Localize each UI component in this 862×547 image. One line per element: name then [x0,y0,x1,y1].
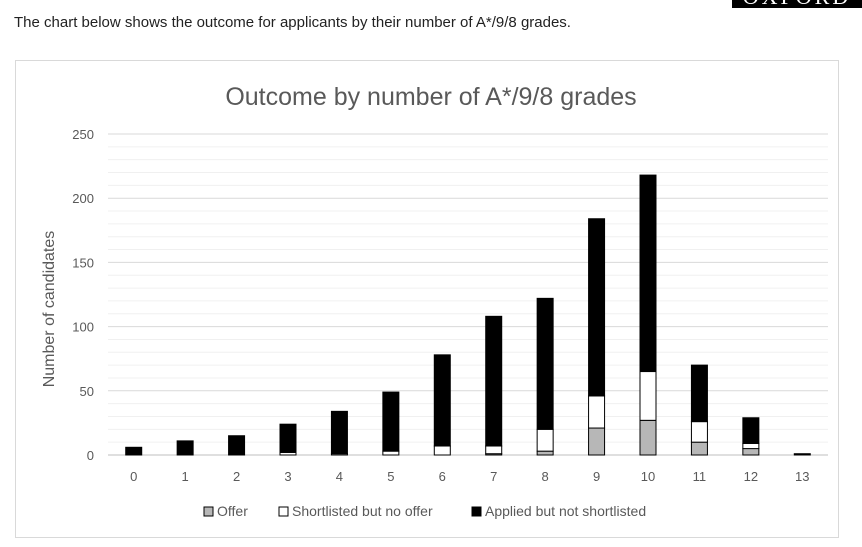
chart-title: Outcome by number of A*/9/8 grades [225,83,636,111]
y-tick-label: 100 [72,320,94,335]
oxford-logo: OXFORD [732,0,862,8]
y-tick-label: 50 [80,384,94,399]
x-tick-label: 4 [336,469,343,484]
intro-text: The chart below shows the outcome for ap… [14,14,571,31]
bar-segment-offer [742,448,760,456]
x-tick-label: 0 [130,469,137,484]
bar-segment-applied [536,297,554,430]
legend-swatch-applied [471,506,482,517]
x-tick-label: 11 [693,469,707,484]
bar-segment-applied [690,364,708,423]
bar-segment-applied [330,410,348,455]
bar-segment-shortlisted [536,428,554,452]
legend-label-applied: Applied but not shortlisted [485,503,646,519]
bar-segment-offer [690,441,708,456]
bar-segment-shortlisted [639,371,657,421]
x-tick-label: 7 [490,469,497,484]
legend: Offer Shortlisted but no offer Applied but… [203,503,646,519]
y-tick-label: 250 [72,127,94,142]
legend-label-shortlisted: Shortlisted but no offer [292,503,433,519]
bar-segment-shortlisted [382,450,400,456]
x-tick-label: 5 [387,469,394,484]
bar-segment-applied [176,440,194,456]
bar-segment-offer [536,450,554,456]
y-axis-ticks: 0 50 100 150 200 250 [72,127,94,463]
bar-segment-applied [742,417,760,444]
legend-swatch-offer [203,506,214,517]
bar-segment-offer [588,427,606,456]
x-tick-label: 9 [593,469,600,484]
x-tick-label: 10 [641,469,655,484]
bars [125,174,811,456]
y-tick-label: 150 [72,255,94,270]
gridlines [108,133,828,456]
stacked-bar-chart: Outcome by number of A*/9/8 grades 05010… [41,83,828,519]
x-tick-label: 2 [233,469,240,484]
bar-segment-applied [125,446,143,456]
bar-segment-applied [793,453,811,456]
bar-segment-applied [228,435,246,456]
bar-segment-shortlisted [588,395,606,429]
bar-segment-applied [588,218,606,397]
y-tick-label: 200 [72,191,94,206]
bar-segment-shortlisted [690,421,708,443]
bar-segment-applied [433,354,451,447]
x-tick-label: 8 [542,469,549,484]
y-tick-label: 0 [87,448,94,463]
bar-segment-applied [485,315,503,447]
x-tick-label: 12 [744,469,758,484]
bar-segment-shortlisted [433,445,451,456]
bar-segment-applied [279,423,297,453]
x-tick-label: 6 [439,469,446,484]
x-tick-label: 3 [284,469,291,484]
legend-swatch-shortlisted [278,506,289,517]
legend-label-offer: Offer [217,503,248,519]
bar-segment-applied [382,391,400,452]
x-tick-label: 1 [182,469,189,484]
y-axis-title: Number of candidates [41,231,58,388]
bar-segment-offer [639,419,657,456]
bar-segment-applied [639,174,657,373]
bar-segment-shortlisted [485,445,503,455]
x-axis-ticks: 0 1 2 3 4 5 6 7 8 9 10 11 12 13 [130,469,809,484]
bar-segment-shortlisted [742,442,760,450]
x-tick-label: 13 [795,469,809,484]
chart-container: Outcome by number of A*/9/8 grades 0 50 10… [15,60,839,538]
